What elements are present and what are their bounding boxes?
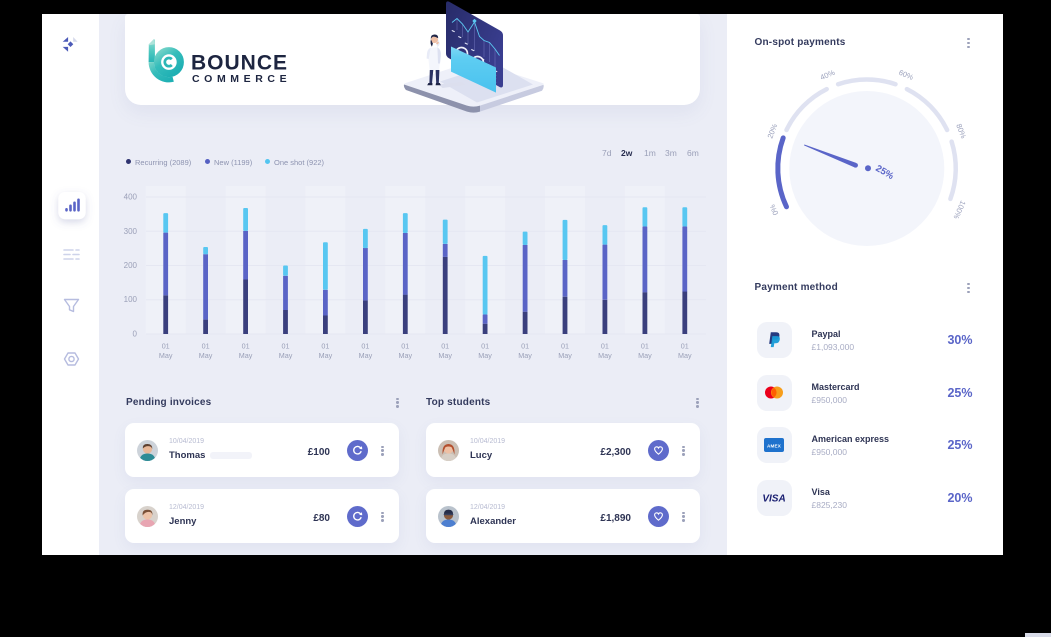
svg-text:May: May xyxy=(678,351,692,360)
svg-text:May: May xyxy=(518,351,532,360)
svg-text:01: 01 xyxy=(202,342,210,351)
svg-text:May: May xyxy=(239,351,253,360)
svg-text:May: May xyxy=(279,351,293,360)
svg-text:01: 01 xyxy=(601,342,609,351)
svg-text:May: May xyxy=(359,351,373,360)
svg-text:VISA: VISA xyxy=(762,493,785,503)
svg-text:May: May xyxy=(638,351,652,360)
svg-text:May: May xyxy=(399,351,413,360)
svg-text:01: 01 xyxy=(282,342,290,351)
svg-text:01: 01 xyxy=(321,342,329,351)
svg-text:01: 01 xyxy=(162,342,170,351)
svg-text:May: May xyxy=(598,351,612,360)
svg-text:300: 300 xyxy=(124,227,138,236)
svg-text:01: 01 xyxy=(441,342,449,351)
svg-text:01: 01 xyxy=(521,342,529,351)
svg-text:May: May xyxy=(558,351,572,360)
svg-text:01: 01 xyxy=(401,342,409,351)
svg-text:May: May xyxy=(319,351,333,360)
svg-text:May: May xyxy=(199,351,213,360)
svg-text:400: 400 xyxy=(124,193,138,202)
svg-text:01: 01 xyxy=(481,342,489,351)
svg-text:01: 01 xyxy=(561,342,569,351)
svg-text:AMEX: AMEX xyxy=(767,443,782,448)
svg-text:0: 0 xyxy=(133,330,138,339)
svg-text:01: 01 xyxy=(681,342,689,351)
svg-text:01: 01 xyxy=(361,342,369,351)
svg-text:May: May xyxy=(478,351,492,360)
svg-text:May: May xyxy=(438,351,452,360)
svg-text:May: May xyxy=(159,351,173,360)
svg-text:01: 01 xyxy=(641,342,649,351)
svg-text:01: 01 xyxy=(242,342,250,351)
svg-text:100: 100 xyxy=(124,295,138,304)
svg-text:COMMERCE: COMMERCE xyxy=(192,73,291,85)
svg-text:BOUNCE: BOUNCE xyxy=(191,52,288,75)
svg-text:200: 200 xyxy=(124,261,138,270)
